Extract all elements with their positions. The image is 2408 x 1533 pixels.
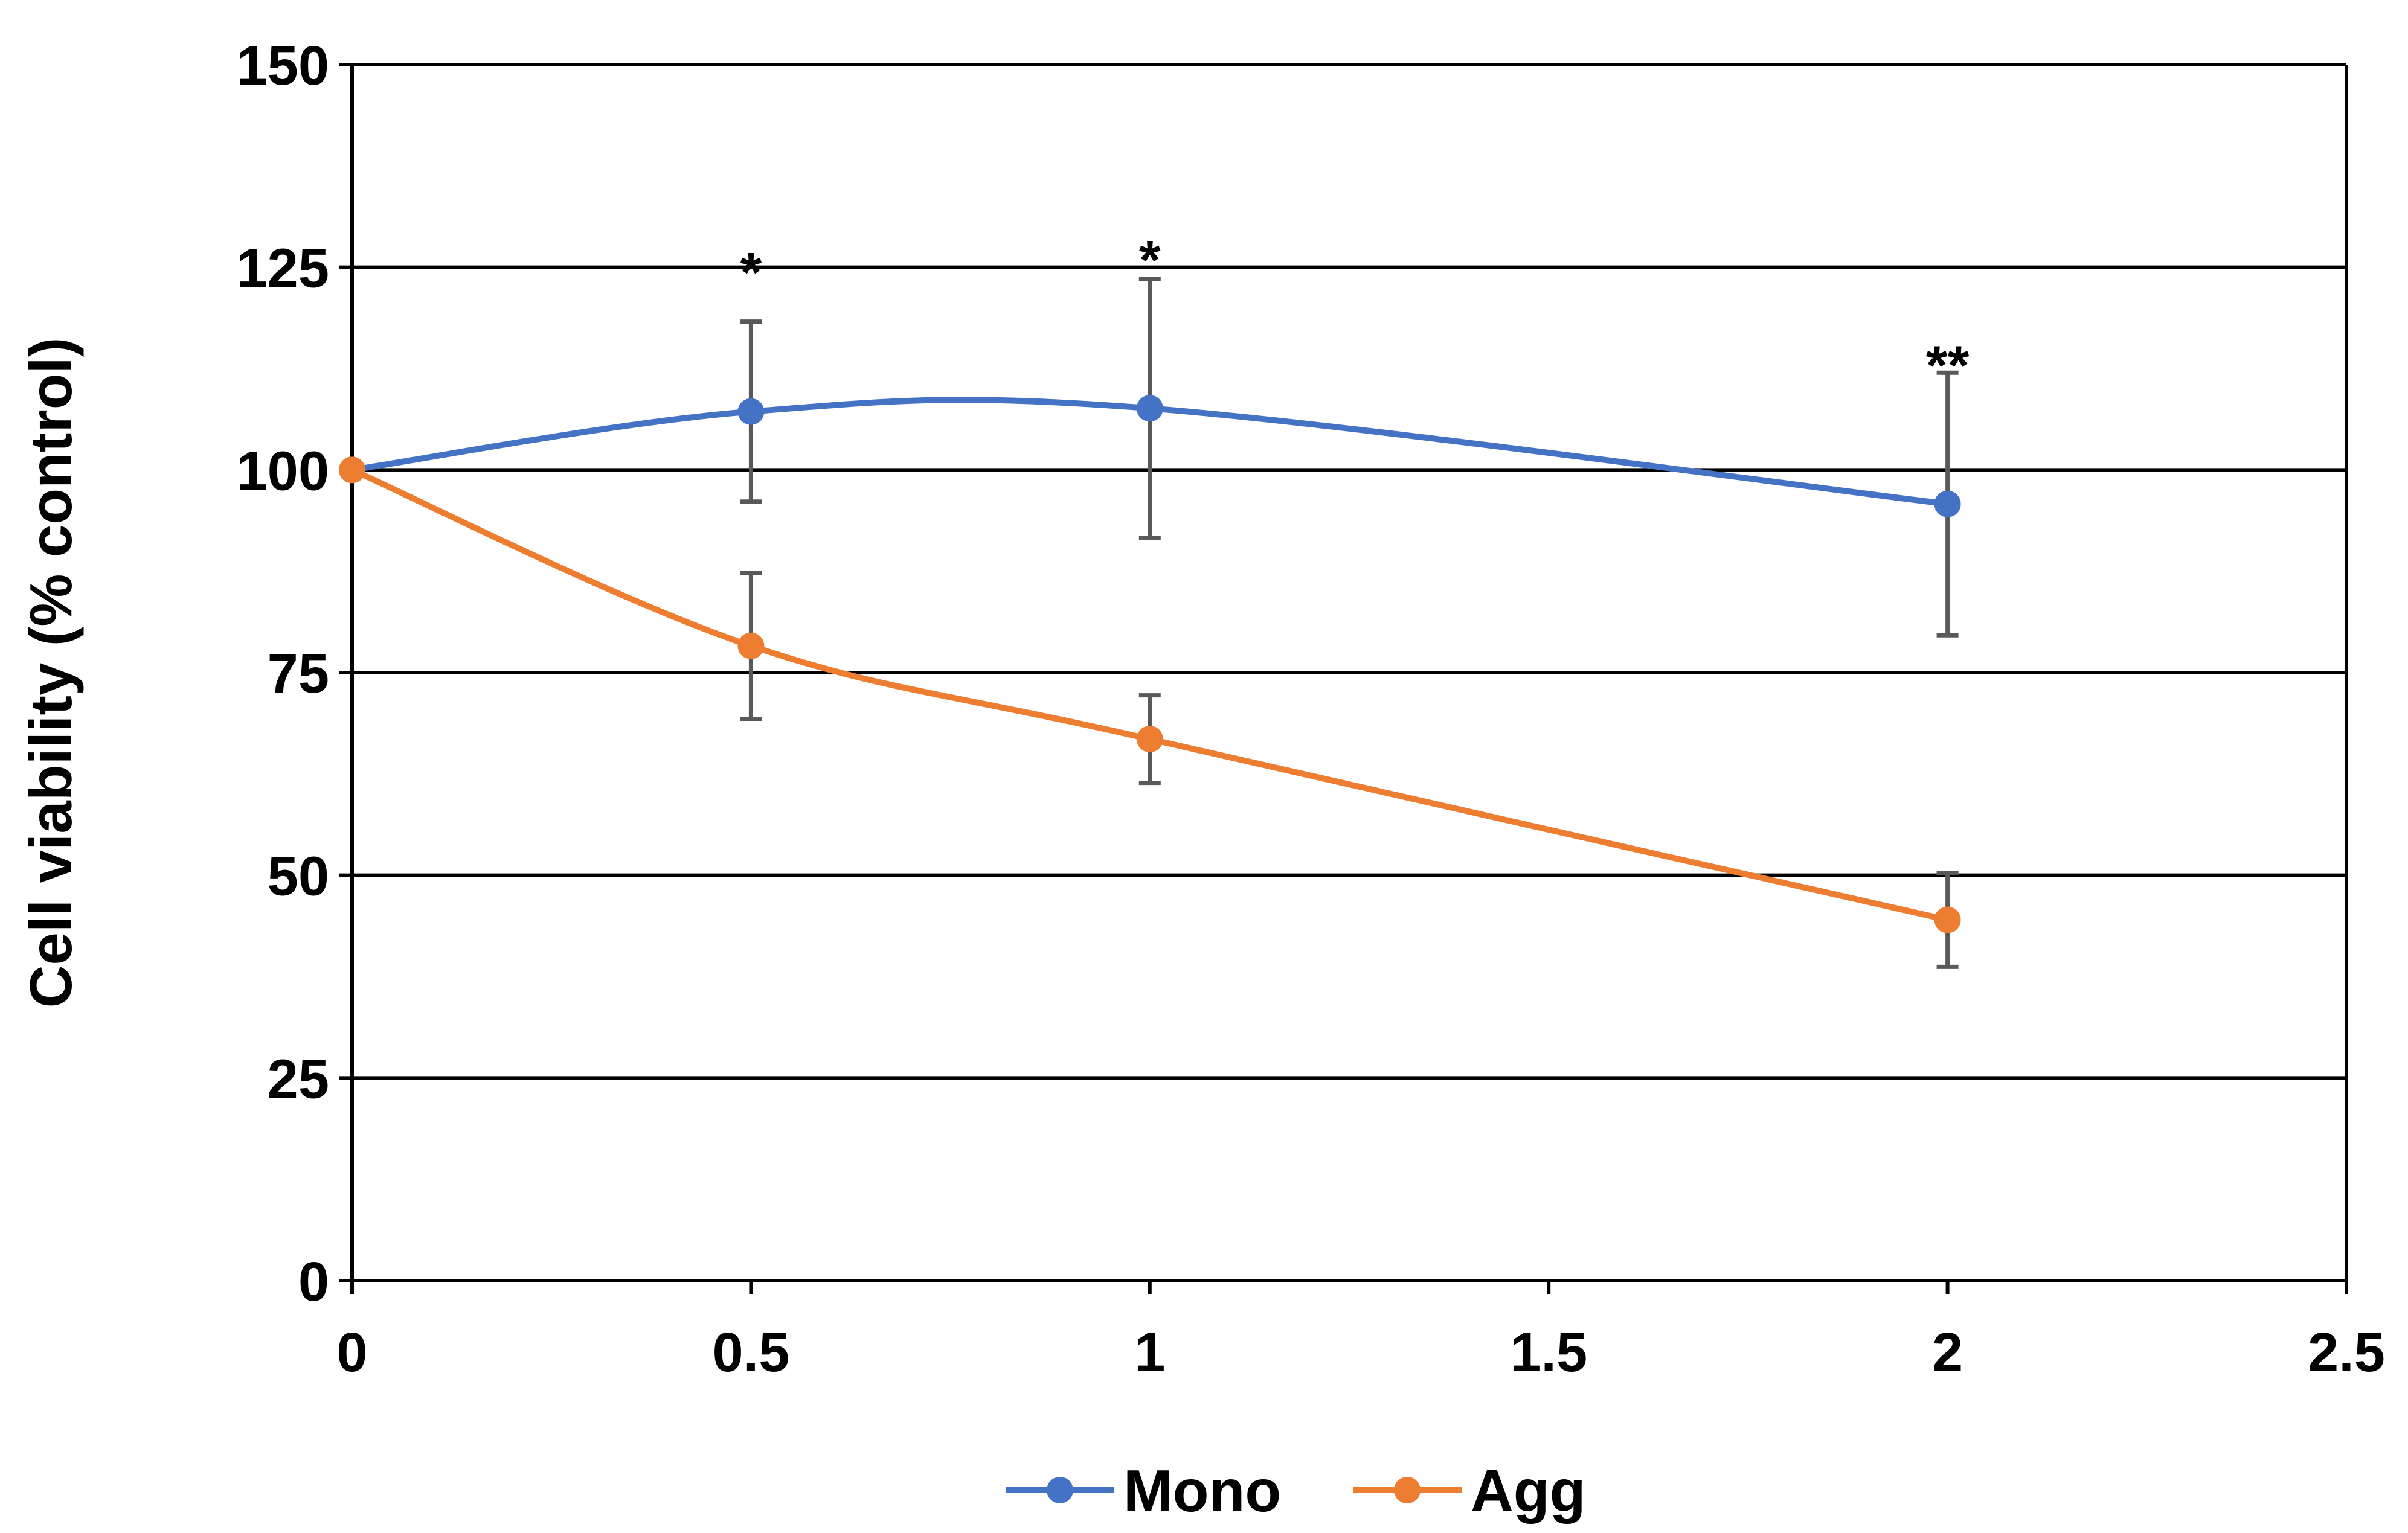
series-group [339, 276, 1961, 969]
x-tick-label: 0 [336, 1322, 367, 1383]
significance-marker: ** [1926, 335, 1970, 397]
y-tick-labels: 0 25 50 75 100 125 150 [237, 35, 330, 1313]
data-point-agg [737, 632, 765, 659]
x-tick-label: 0.5 [712, 1322, 789, 1383]
x-tick-labels: 0 0.5 1 1.5 2 2.5 [336, 1322, 2385, 1383]
series-line-mono [352, 397, 1948, 507]
x-tick-label: 1.5 [1510, 1322, 1587, 1383]
y-tick-label: 150 [237, 35, 330, 97]
x-tick-label: 2 [1932, 1322, 1963, 1383]
x-tick-label: 2.5 [2308, 1322, 2385, 1383]
data-point-mono [1136, 395, 1163, 422]
legend-label-mono: Mono [1123, 1458, 1281, 1524]
legend-marker-agg [1394, 1477, 1421, 1503]
data-point-agg [1934, 906, 1961, 933]
data-point-agg [339, 456, 365, 484]
y-axis-label: Cell viability (% control) [18, 338, 84, 1008]
x-tick-label: 1 [1134, 1322, 1165, 1383]
series-line-agg [350, 467, 1948, 923]
legend: Mono Agg [1006, 1458, 1586, 1524]
legend-marker-mono [1047, 1477, 1073, 1503]
data-point-mono [1934, 490, 1961, 517]
y-tick-label: 50 [268, 846, 329, 907]
data-point-mono [737, 398, 765, 425]
y-tick-label: 75 [268, 643, 329, 705]
significance-marker: * [1139, 230, 1161, 292]
gridlines [352, 63, 2346, 1080]
annotations: * *** [740, 230, 1969, 397]
y-tick-label: 0 [298, 1251, 329, 1313]
legend-label-agg: Agg [1471, 1458, 1586, 1524]
data-point-agg [1136, 726, 1163, 753]
significance-marker: * [740, 242, 762, 304]
y-tick-label: 125 [237, 238, 330, 299]
axes [339, 63, 2348, 1294]
y-tick-label: 25 [268, 1048, 329, 1110]
y-tick-label: 100 [237, 440, 330, 502]
